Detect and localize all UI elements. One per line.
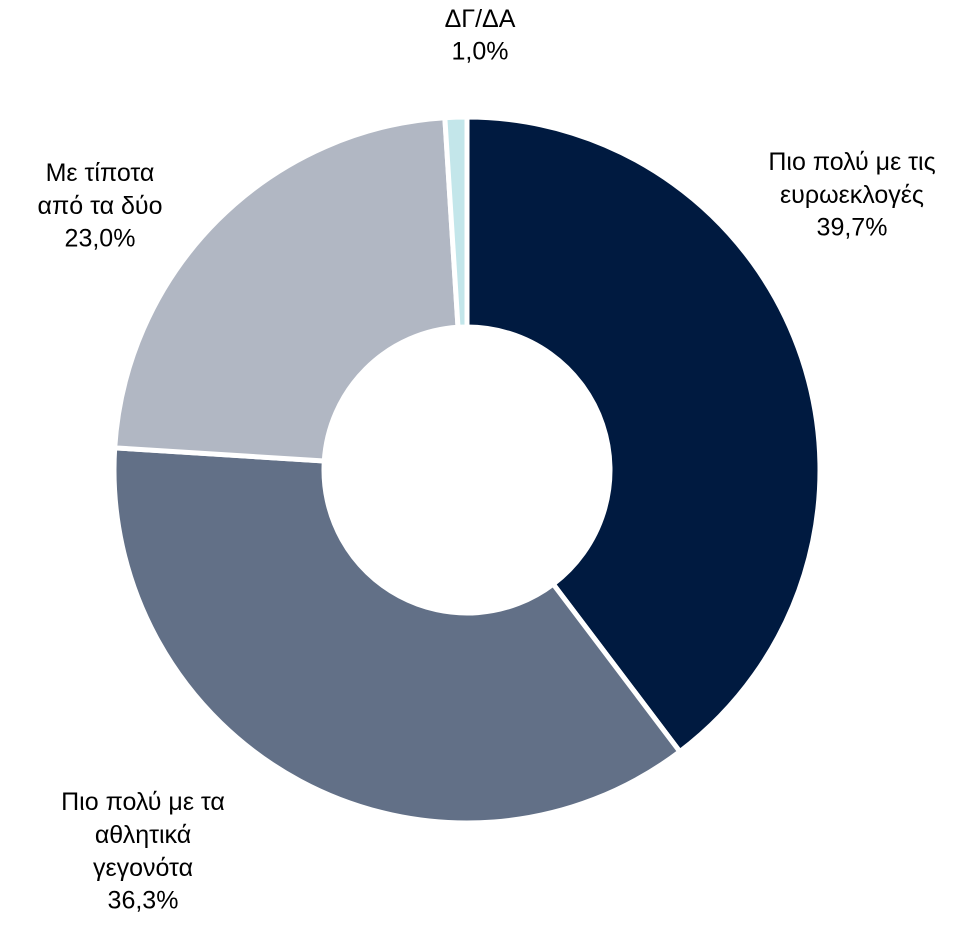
donut-slice xyxy=(111,445,684,826)
value-label: 36,3% xyxy=(108,887,179,915)
donut-slice xyxy=(464,114,823,756)
label-line: αθλητικά xyxy=(95,821,191,849)
donut-slice xyxy=(442,114,470,330)
slice-label: Πιο πολύ με τα αθλητικά γεγονότα xyxy=(61,788,225,882)
value-label: 1,0% xyxy=(452,38,509,66)
label-line: από τα δύο xyxy=(38,192,163,220)
slice-label: Πιο πολύ με τις ευρωεκλογές xyxy=(768,148,935,209)
value-label: 23,0% xyxy=(65,225,136,253)
label-line: ευρωεκλογές xyxy=(780,181,924,209)
label-line: γεγονότα xyxy=(93,854,193,882)
donut-slice xyxy=(112,115,461,464)
slice-label: Με τίποτα από τα δύο xyxy=(38,159,163,220)
label-line: ΔΓ/ΔΑ xyxy=(445,5,516,33)
label-line: Με τίποτα xyxy=(46,159,155,187)
label-line: Πιο πολύ με τα xyxy=(61,788,225,816)
label-line: Πιο πολύ με τις xyxy=(768,148,935,176)
slice-label: ΔΓ/ΔΑ xyxy=(445,5,516,33)
value-label: 39,7% xyxy=(817,214,888,242)
